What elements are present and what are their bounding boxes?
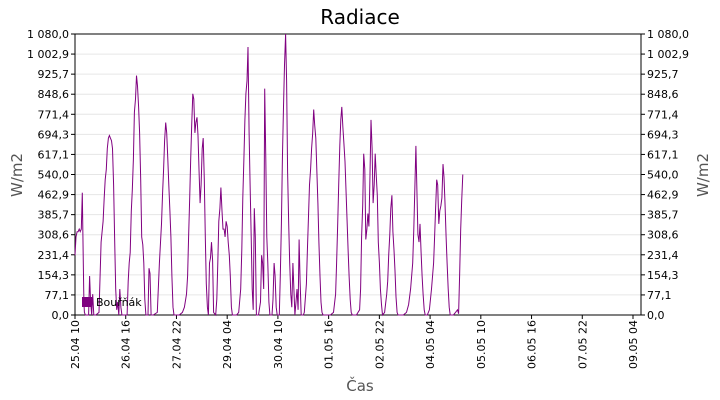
y-tick-label-left: 694,3 bbox=[38, 128, 70, 141]
y-tick-label-left: 308,6 bbox=[38, 229, 70, 242]
y-tick-label-left: 771,4 bbox=[38, 108, 70, 121]
legend: Bouřňák bbox=[82, 296, 142, 309]
y-tick-label-left: 925,7 bbox=[38, 68, 70, 81]
x-tick-label: 25.04 10 bbox=[69, 320, 82, 369]
y-tick-label-left: 1 080,0 bbox=[27, 28, 69, 41]
y-tick-label-right: 77,1 bbox=[647, 289, 672, 302]
chart-title: Radiace bbox=[320, 5, 400, 29]
y-tick-label-right: 462,9 bbox=[647, 189, 679, 202]
y-tick-label-right: 0,0 bbox=[647, 309, 665, 322]
x-tick-label: 05.05 10 bbox=[475, 320, 488, 369]
y-tick-label-right: 154,3 bbox=[647, 269, 679, 282]
x-tick-label: 04.05 04 bbox=[424, 320, 437, 369]
y-tick-label-right: 848,6 bbox=[647, 88, 679, 101]
y-tick-label-left: 77,1 bbox=[45, 289, 70, 302]
y-tick-label-right: 925,7 bbox=[647, 68, 679, 81]
y-tick-label-left: 848,6 bbox=[38, 88, 70, 101]
x-tick-label: 01.05 16 bbox=[323, 320, 336, 369]
x-tick-label: 07.05 22 bbox=[576, 320, 589, 369]
y-tick-label-right: 771,4 bbox=[647, 108, 679, 121]
x-tick-label: 26.04 16 bbox=[120, 320, 133, 369]
y-axis-label-right: W/m2 bbox=[694, 153, 712, 197]
y-tick-label-right: 540,0 bbox=[647, 169, 679, 182]
y-tick-label-left: 385,7 bbox=[38, 209, 70, 222]
x-axis-label: Čas bbox=[346, 376, 374, 395]
x-tick-label: 06.05 16 bbox=[526, 320, 539, 369]
y-axis-right: 0,0 77,1 154,3 231,4 308,6 385,7 462,9 540,0 617… bbox=[641, 28, 689, 322]
y-axis-label-left: W/m2 bbox=[8, 153, 26, 197]
y-tick-label-right: 308,6 bbox=[647, 229, 679, 242]
y-tick-label-left: 231,4 bbox=[38, 249, 70, 262]
y-axis-left: 0,0 77,1 154,3 231,4 308,6 385,7 462,9 540,0 617… bbox=[27, 28, 75, 322]
x-tick-label: 09.05 04 bbox=[627, 320, 640, 369]
y-tick-label-left: 617,1 bbox=[38, 148, 70, 161]
legend-swatch bbox=[82, 297, 92, 307]
legend-label: Bouřňák bbox=[96, 296, 142, 309]
x-tick-label: 27.04 22 bbox=[170, 320, 183, 369]
y-tick-label-left: 1 002,9 bbox=[27, 48, 69, 61]
y-tick-label-right: 231,4 bbox=[647, 249, 679, 262]
y-tick-label-right: 694,3 bbox=[647, 128, 679, 141]
y-tick-label-left: 0,0 bbox=[52, 309, 70, 322]
y-tick-label-left: 540,0 bbox=[38, 169, 70, 182]
x-axis: 25.04 10 26.04 16 27.04 22 29.04 04 30.04 10… bbox=[69, 315, 640, 369]
x-tick-label: 29.04 04 bbox=[221, 320, 234, 369]
x-tick-label: 02.05 22 bbox=[373, 320, 386, 369]
y-tick-label-left: 154,3 bbox=[38, 269, 70, 282]
y-tick-label-right: 617,1 bbox=[647, 148, 679, 161]
series-line-bournak bbox=[74, 33, 464, 317]
y-tick-label-right: 1 080,0 bbox=[647, 28, 689, 41]
x-tick-label: 30.04 10 bbox=[272, 320, 285, 369]
y-tick-label-right: 1 002,9 bbox=[647, 48, 689, 61]
y-tick-label-right: 385,7 bbox=[647, 209, 679, 222]
y-tick-label-left: 462,9 bbox=[38, 189, 70, 202]
